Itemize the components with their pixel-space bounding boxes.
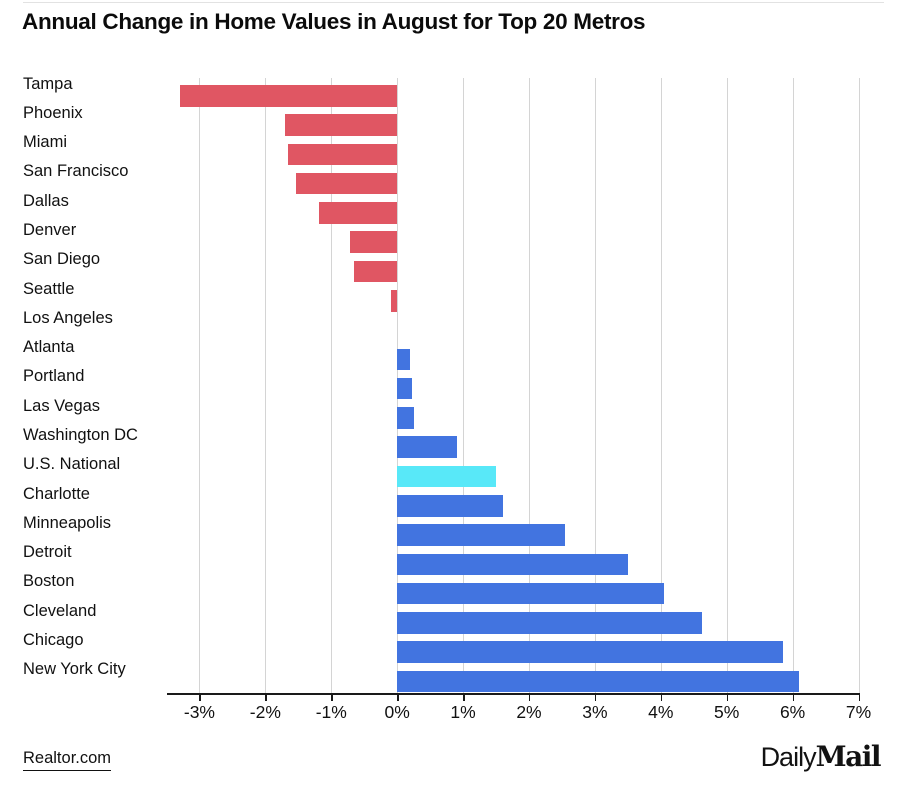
category-label: U.S. National [23, 455, 121, 474]
category-label: Tampa [23, 74, 73, 93]
bar-las-vegas [397, 407, 415, 429]
axis-tick-label: 3% [582, 702, 608, 722]
category-label: Dallas [23, 191, 69, 210]
category-label: Detroit [23, 543, 72, 562]
bar-u-s-national [397, 465, 496, 488]
bar-portland [397, 377, 413, 400]
chart-title: Annual Change in Home Values in August f… [22, 9, 646, 34]
source-link[interactable]: Realtor.com [23, 749, 112, 771]
category-label: San Francisco [23, 162, 129, 181]
axis-tick-1 [463, 693, 465, 701]
category-label: Chicago [23, 630, 84, 649]
category-label: Las Vegas [23, 396, 101, 415]
category-label: Boston [23, 572, 75, 591]
category-label: Minneapolis [23, 513, 112, 532]
axis-tick-3 [594, 693, 597, 701]
axis-tick-7 [858, 693, 860, 701]
gridline--3 [199, 78, 201, 693]
axis-tick-label: 2% [516, 702, 542, 722]
axis-tick-label: 0% [384, 702, 410, 722]
category-label: Portland [23, 367, 85, 386]
bar-atlanta [397, 348, 410, 371]
bar-boston [397, 582, 665, 605]
bar-minneapolis [397, 524, 565, 546]
logo-mail-text: Mail [815, 740, 882, 773]
axis-tick-label: 5% [714, 702, 740, 722]
category-label: New York City [23, 660, 126, 679]
category-label: Miami [23, 133, 67, 152]
category-label: Cleveland [23, 601, 97, 620]
category-label: Atlanta [23, 338, 75, 357]
bar-seattle [390, 290, 398, 312]
gridline-1 [463, 78, 465, 693]
gridline--2 [265, 78, 267, 693]
plot-area [167, 78, 860, 693]
axis-tick-label: 1% [450, 702, 476, 722]
bar-san-diego [354, 260, 398, 283]
gridline-6 [792, 78, 794, 693]
bar-san-francisco [296, 172, 398, 195]
bar-chicago [397, 641, 784, 663]
category-label: Los Angeles [23, 308, 113, 327]
bar-miami [288, 143, 398, 166]
bar-detroit [397, 553, 628, 576]
gridline-4 [660, 78, 662, 693]
gridline-3 [594, 78, 596, 693]
gridline-2 [528, 78, 530, 693]
axis-tick-label: -2% [249, 702, 281, 722]
bar-phoenix [285, 114, 398, 136]
axis-tick-label: 7% [845, 702, 872, 722]
bar-washington-dc [397, 436, 458, 458]
dailymail-logo: DailyMail [760, 740, 882, 773]
axis-tick-label: -1% [315, 702, 347, 722]
gridline-7 [858, 78, 860, 693]
axis-tick--2 [265, 693, 267, 701]
category-label: Seattle [23, 279, 75, 298]
logo-daily-text: Daily [760, 742, 817, 772]
bar-cleveland [397, 612, 702, 634]
category-label: Phoenix [23, 103, 83, 122]
axis-tick-label: -3% [183, 702, 215, 722]
gridline-5 [726, 78, 728, 693]
bar-denver [350, 231, 398, 253]
gridline--1 [331, 78, 333, 693]
x-axis-line [166, 693, 860, 695]
axis-tick--3 [199, 693, 201, 701]
bar-new-york-city [397, 670, 800, 693]
axis-tick-label: 4% [648, 702, 674, 722]
axis-tick-2 [528, 693, 531, 701]
bar-charlotte [397, 495, 503, 517]
axis-tick--1 [331, 693, 333, 701]
axis-tick-5 [726, 693, 729, 701]
axis-tick-label: 6% [779, 702, 806, 722]
bar-dallas [319, 202, 398, 224]
bar-tampa [179, 85, 398, 107]
top-divider [23, 2, 884, 3]
axis-tick-6 [792, 693, 795, 701]
bar-chart [0, 78, 906, 693]
axis-tick-4 [660, 693, 663, 701]
category-label: Denver [23, 220, 77, 239]
axis-tick-0 [397, 693, 399, 701]
category-label: Charlotte [23, 484, 90, 503]
category-label: San Diego [23, 250, 101, 269]
category-label: Washington DC [23, 425, 138, 444]
